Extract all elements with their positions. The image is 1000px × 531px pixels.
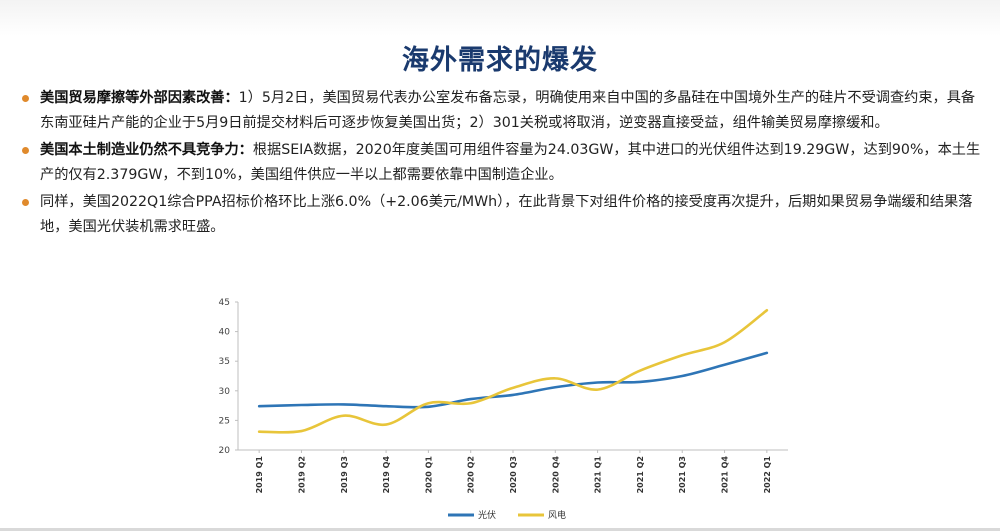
x-tick-label: 2020 Q3 [509, 456, 518, 493]
x-tick-label: 2019 Q1 [255, 456, 264, 494]
x-tick-label: 2020 Q2 [467, 456, 476, 493]
y-tick-label: 40 [219, 328, 231, 338]
bullet-dot-icon [22, 199, 29, 206]
series-line-wind [257, 308, 769, 434]
x-tick-label: 2021 Q3 [678, 456, 687, 493]
slide-title: 海外需求的爆发 [402, 45, 598, 76]
bullet-item: 美国本土制造业仍然不具竞争力：根据SEIA数据，2020年度美国可用组件容量为2… [20, 138, 985, 188]
x-tick-label: 2021 Q2 [636, 456, 645, 493]
line-chart: 20 25 30 35 40 45 2019 Q1 2019 Q2 2019 Q3 2019 Q4… [190, 288, 810, 528]
x-tick-label: 2019 Q4 [382, 456, 391, 494]
bullet-text: 同样，美国2022Q1综合PPA招标价格环比上涨6.0%（+2.06美元/MWh… [40, 194, 973, 235]
x-tick-label: 2019 Q3 [340, 456, 349, 493]
y-tick-label: 35 [219, 357, 230, 367]
y-tick-label: 30 [219, 387, 231, 397]
bullet-item: 美国贸易摩擦等外部因素改善：1）5月2日，美国贸易代表办公室发布备忘录，明确使用… [20, 86, 985, 136]
bullet-dot-icon [22, 95, 29, 102]
x-tick-label: 2022 Q1 [763, 456, 772, 494]
bullet-lead: 美国本土制造业仍然不具竞争力： [40, 142, 253, 158]
bullet-list: 美国贸易摩擦等外部因素改善：1）5月2日，美国贸易代表办公室发布备忘录，明确使用… [20, 86, 985, 242]
legend-label: 风电 [548, 509, 566, 521]
bullet-dot-icon [22, 147, 29, 154]
series-line-pv [257, 351, 769, 409]
x-tick-label: 2019 Q2 [297, 456, 306, 493]
y-tick-label: 20 [219, 446, 231, 456]
y-tick-label: 45 [219, 298, 230, 308]
bullet-lead: 美国贸易摩擦等外部因素改善： [40, 90, 239, 106]
x-tick-label: 2020 Q1 [424, 456, 433, 494]
footer-divider [0, 528, 1000, 531]
header-band [0, 0, 1000, 36]
bullet-text: 根据SEIA数据，2020年度美国可用组件容量为24.03GW，其中进口的光伏组… [40, 142, 981, 183]
x-tick-label: 2020 Q4 [551, 456, 560, 494]
legend-label: 光伏 [478, 509, 496, 521]
y-tick-label: 25 [219, 416, 230, 426]
bullet-text: 1）5月2日，美国贸易代表办公室发布备忘录，明确使用来自中国的多晶硅在中国境外生… [40, 90, 976, 131]
x-tick-label: 2021 Q1 [594, 456, 603, 494]
bullet-item: 同样，美国2022Q1综合PPA招标价格环比上涨6.0%（+2.06美元/MWh… [20, 190, 985, 240]
chart-svg: 20 25 30 35 40 45 2019 Q1 2019 Q2 2019 Q3 2019 Q4… [219, 298, 788, 521]
x-tick-label: 2021 Q4 [721, 456, 730, 494]
